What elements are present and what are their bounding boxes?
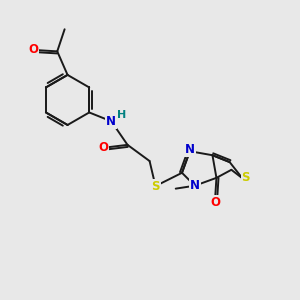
Text: N: N	[190, 179, 200, 192]
Text: O: O	[28, 44, 38, 56]
Text: O: O	[210, 196, 220, 209]
Text: S: S	[151, 180, 160, 193]
Text: N: N	[185, 143, 195, 156]
Text: H: H	[117, 110, 126, 120]
Text: S: S	[242, 171, 250, 184]
Text: O: O	[98, 141, 108, 154]
Text: N: N	[106, 115, 116, 128]
